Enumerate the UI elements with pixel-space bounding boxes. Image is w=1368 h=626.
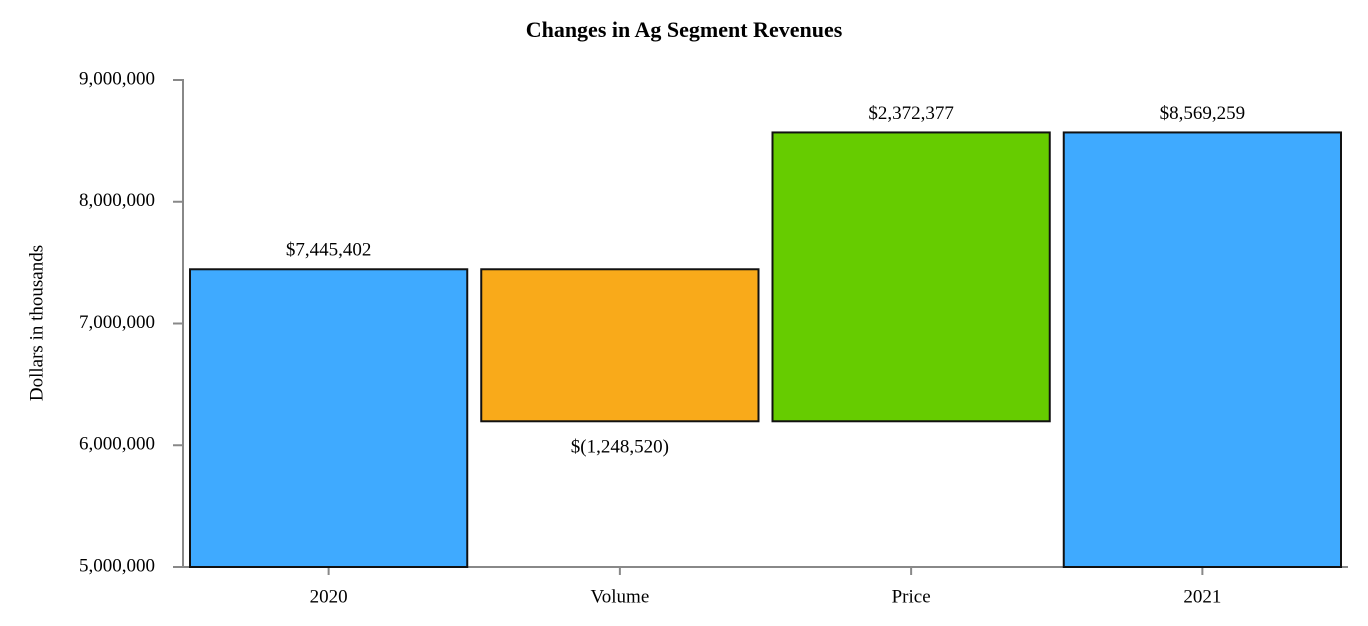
bar <box>480 268 760 423</box>
x-tick-label: 2021 <box>1183 586 1221 607</box>
value-label: $(1,248,520) <box>571 437 669 458</box>
value-label: $2,372,377 <box>868 103 954 124</box>
chart-title: Changes in Ag Segment Revenues <box>526 17 843 42</box>
y-axis-title: Dollars in thousands <box>26 245 47 401</box>
value-label: $8,569,259 <box>1160 103 1246 124</box>
bar <box>189 268 469 568</box>
value-label: $7,445,402 <box>286 240 372 261</box>
y-tick-label: 5,000,000 <box>79 555 155 576</box>
bar <box>771 131 1051 423</box>
x-tick-label: Volume <box>590 586 649 607</box>
y-tick-label: 6,000,000 <box>79 434 155 455</box>
x-tick-label: 2020 <box>310 586 348 607</box>
y-tick-label: 7,000,000 <box>79 312 155 333</box>
x-tick-label: Price <box>892 586 931 607</box>
y-tick-label: 8,000,000 <box>79 190 155 211</box>
bar <box>1062 131 1342 568</box>
y-tick-label: 9,000,000 <box>79 68 155 89</box>
